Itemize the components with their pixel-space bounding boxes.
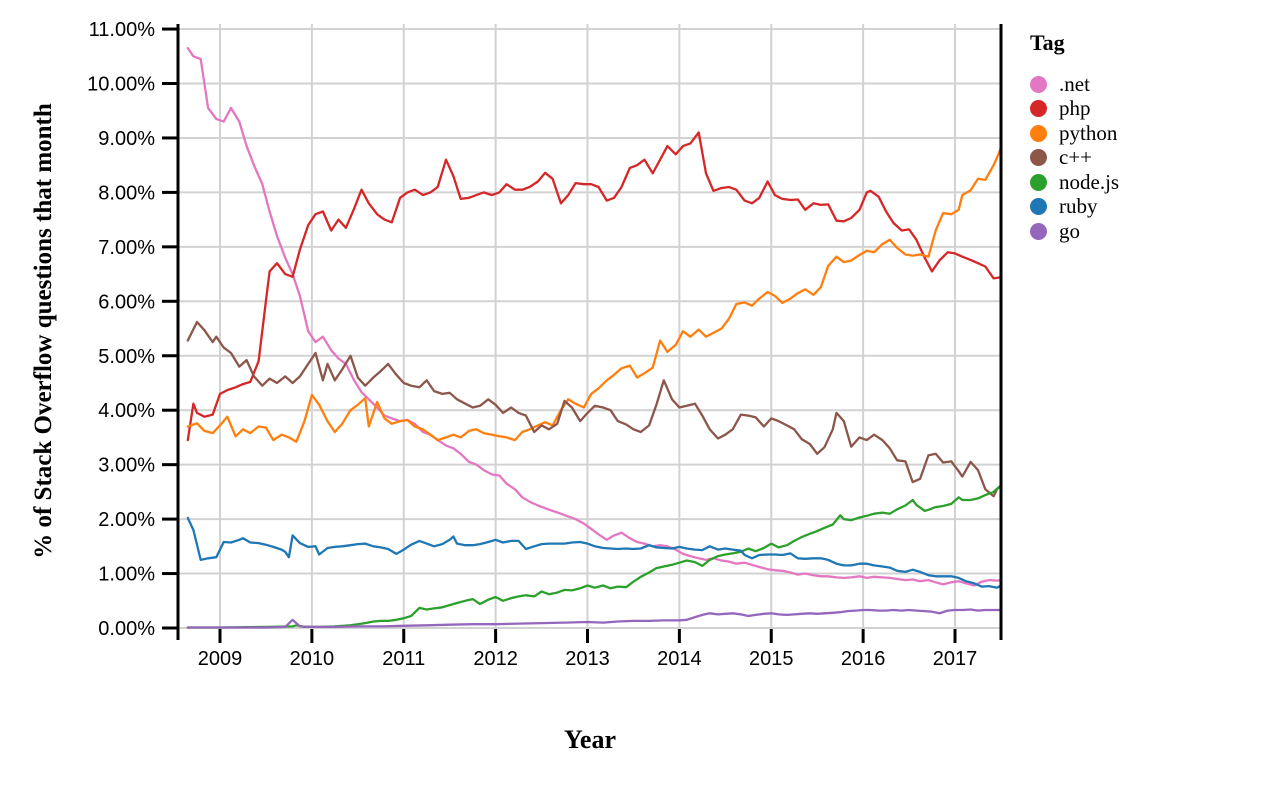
- legend-item-c++: c++: [1030, 146, 1119, 171]
- legend-dot-.net: [1030, 75, 1047, 93]
- series-line-.net: [186, 46, 1003, 587]
- legend-item-ruby: ruby: [1030, 195, 1119, 220]
- plot-area: 0.00% 1.00% 2.00% 3.00% 4.00% 5.00% 6.00% 7.00%…: [87, 19, 1003, 670]
- series-line-node.js: [186, 484, 1003, 629]
- x-tick-label: 2017: [933, 648, 978, 670]
- x-tick-label: 2015: [749, 648, 794, 670]
- legend-dot-python: [1030, 124, 1047, 142]
- y-tick-label: 7.00%: [98, 237, 155, 259]
- legend-label: go: [1059, 218, 1080, 243]
- legend-dot-php: [1030, 100, 1047, 118]
- legend-label: php: [1059, 96, 1091, 121]
- series-line-c++: [186, 320, 1003, 498]
- legend-label: python: [1059, 120, 1118, 145]
- x-tick-label: 2010: [290, 648, 335, 670]
- y-tick-label: 0.00%: [98, 618, 155, 640]
- legend-dot-c++: [1030, 149, 1047, 167]
- y-tick-label: 9.00%: [98, 128, 155, 150]
- legend-item-go: go: [1030, 219, 1119, 244]
- x-axis-title: Year: [564, 725, 616, 754]
- legend-items: .net php python c++ node.js ruby go: [1030, 72, 1119, 244]
- y-tick-label: 8.00%: [98, 182, 155, 204]
- series-line-ruby: [186, 516, 1003, 589]
- legend-item-.net: .net: [1030, 72, 1119, 97]
- y-tick-label: 3.00%: [98, 455, 155, 477]
- y-tick-label: 11.00%: [89, 19, 156, 41]
- y-tick-label: 10.00%: [87, 74, 155, 96]
- legend-dot-go: [1030, 222, 1047, 240]
- legend: Tag .net php python c++ node.js ruby go: [1030, 30, 1119, 244]
- legend-dot-node.js: [1030, 173, 1047, 191]
- legend-dot-ruby: [1030, 198, 1047, 216]
- legend-item-php: php: [1030, 97, 1119, 122]
- y-tick-label: 5.00%: [98, 346, 155, 368]
- legend-label: c++: [1059, 145, 1093, 170]
- y-tick-label: 1.00%: [98, 564, 155, 586]
- series-line-python: [186, 146, 1003, 443]
- series-line-php: [186, 131, 1003, 442]
- legend-label: ruby: [1059, 194, 1098, 219]
- y-tick-label: 6.00%: [98, 291, 155, 313]
- x-tick-label: 2011: [382, 648, 425, 670]
- series-line-go: [186, 608, 1003, 629]
- x-tick-label: 2009: [198, 648, 243, 670]
- legend-label: .net: [1059, 71, 1090, 96]
- x-tick-label: 2014: [657, 648, 702, 670]
- legend-title: Tag: [1030, 30, 1065, 55]
- x-tick-label: 2012: [473, 648, 518, 670]
- y-tick-label: 2.00%: [98, 509, 155, 531]
- x-tick-label: 2013: [565, 648, 610, 670]
- y-axis-title: % of Stack Overflow questions that month: [30, 103, 57, 559]
- legend-label: node.js: [1059, 169, 1120, 194]
- legend-item-python: python: [1030, 121, 1119, 146]
- y-tick-label: 4.00%: [98, 400, 155, 422]
- legend-item-node.js: node.js: [1030, 170, 1119, 195]
- x-tick-label: 2016: [841, 648, 886, 670]
